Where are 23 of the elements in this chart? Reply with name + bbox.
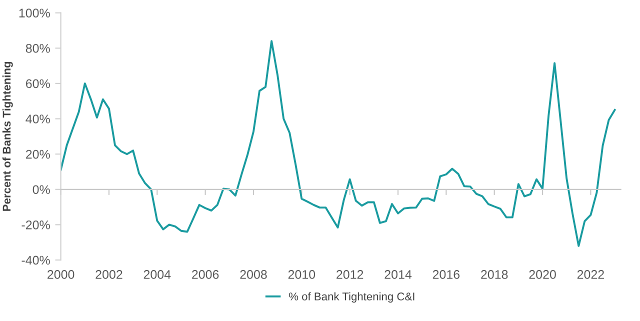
x-tick-label: 2000 (48, 270, 74, 279)
x-tick-label: 2006 (192, 270, 219, 279)
y-tick-label: -40% (22, 256, 50, 265)
x-tick-label: 2018 (481, 270, 508, 279)
y-tick-label: 100% (19, 8, 50, 18)
y-tick-label: 20% (26, 150, 50, 159)
y-tick-label: 60% (26, 79, 50, 88)
x-tick-label: 2012 (336, 270, 364, 279)
y-tick-label: 80% (26, 44, 50, 53)
legend-label: % of Bank Tightening C&I (289, 292, 414, 303)
x-tick-label: 2020 (529, 270, 556, 279)
line-series (60, 40, 616, 247)
x-tick-label: 2008 (240, 270, 267, 279)
x-tick-label: 2004 (144, 270, 171, 279)
x-tick-label: 2002 (96, 270, 122, 279)
x-tick-label: 2014 (384, 270, 412, 279)
y-axis-title: Percent of Banks Tightening (2, 62, 13, 211)
x-tick-label: 2010 (288, 270, 316, 279)
y-tick-label: 0% (32, 185, 50, 194)
x-tick-label: 2016 (432, 270, 460, 279)
y-tick-label: -20% (22, 220, 50, 230)
x-tick-label: 2022 (577, 270, 604, 279)
y-tick-label: 40% (26, 114, 50, 124)
